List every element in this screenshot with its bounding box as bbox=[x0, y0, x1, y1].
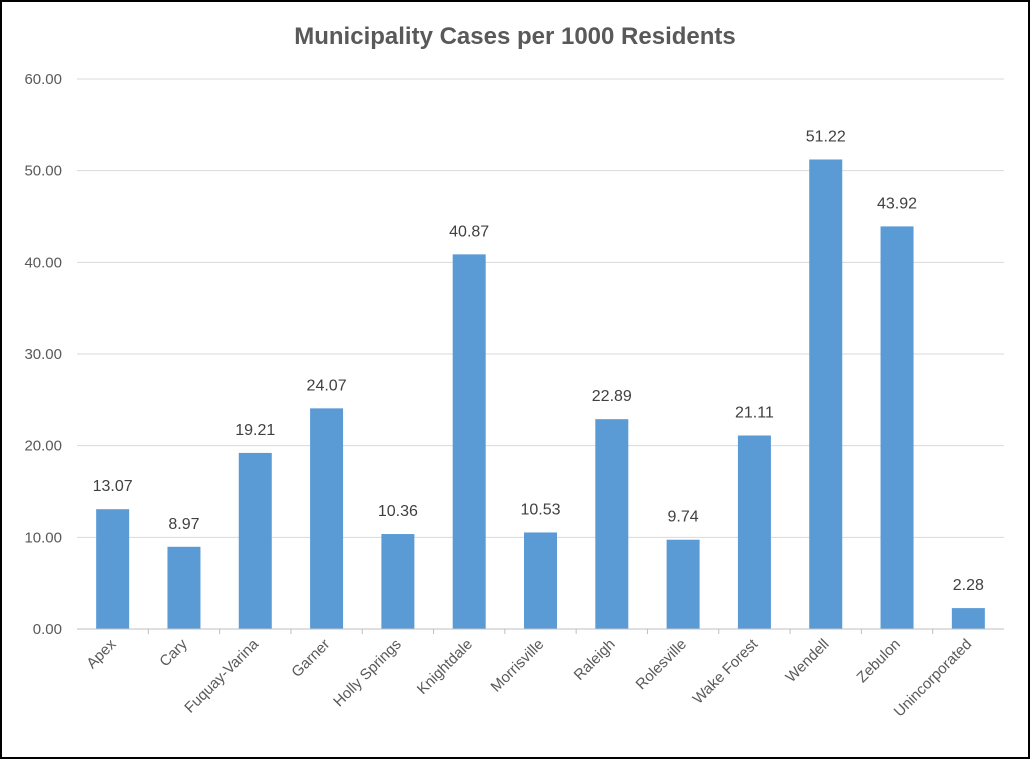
y-tick-label: 60.00 bbox=[24, 71, 62, 88]
x-tick-label: Fuquay-Varina bbox=[181, 635, 262, 716]
y-tick-label: 10.00 bbox=[24, 529, 62, 546]
x-tick-label: Holly Springs bbox=[330, 636, 405, 711]
bar-zebulon bbox=[880, 226, 914, 629]
bar-rolesville bbox=[666, 539, 700, 629]
y-tick-label: 40.00 bbox=[24, 254, 62, 271]
bar-knightdale bbox=[452, 254, 486, 629]
data-label: 21.11 bbox=[735, 404, 774, 421]
gridlines bbox=[77, 78, 1004, 538]
data-label: 9.74 bbox=[668, 509, 699, 526]
x-tick-label: Knightdale bbox=[414, 636, 476, 698]
data-label: 22.89 bbox=[592, 388, 632, 405]
data-label: 51.22 bbox=[806, 128, 846, 145]
y-tick-label: 50.00 bbox=[24, 163, 62, 180]
bar-garner bbox=[310, 408, 344, 629]
data-label: 2.28 bbox=[953, 577, 984, 594]
data-label: 8.97 bbox=[168, 516, 199, 533]
bar-wendell bbox=[809, 159, 843, 629]
bar-unincorporated bbox=[951, 608, 985, 629]
x-tick-label: Zebulon bbox=[854, 636, 904, 686]
bar-fuquay-varina bbox=[238, 452, 272, 629]
y-tick-label: 30.00 bbox=[24, 346, 62, 363]
x-tick-label: Wendell bbox=[782, 636, 832, 686]
x-tick-label: Apex bbox=[83, 635, 120, 672]
bars bbox=[96, 159, 985, 629]
y-axis-ticks: 0.00 10.00 20.00 30.00 40.00 50.00 60.00 bbox=[24, 71, 62, 638]
data-label: 10.53 bbox=[520, 501, 560, 518]
y-tick-label: 0.00 bbox=[33, 621, 62, 638]
data-label: 43.92 bbox=[877, 195, 917, 212]
data-label: 19.21 bbox=[235, 422, 275, 439]
x-tick-label: Morrisville bbox=[488, 636, 548, 696]
x-tick-label: Raleigh bbox=[571, 636, 619, 684]
x-tick-label: Cary bbox=[156, 635, 191, 670]
data-label: 24.07 bbox=[307, 377, 347, 394]
bar-cary bbox=[167, 546, 201, 629]
y-tick-label: 20.00 bbox=[24, 438, 62, 455]
bar-holly-springs bbox=[381, 534, 415, 629]
data-label: 13.07 bbox=[93, 478, 133, 495]
x-tick-label: Rolesville bbox=[633, 636, 690, 693]
bar-apex bbox=[96, 509, 130, 629]
bar-raleigh bbox=[595, 419, 629, 629]
data-label: 40.87 bbox=[449, 223, 489, 240]
x-tick-label: Wake Forest bbox=[690, 635, 762, 707]
x-tick-label: Unincorporated bbox=[891, 636, 976, 721]
bar-morrisville bbox=[524, 532, 557, 629]
data-labels: 13.07 8.97 19.21 24.07 10.36 40.87 10.53 22.89 9… bbox=[93, 128, 984, 594]
data-label: 10.36 bbox=[378, 503, 418, 520]
x-tick-label: Garner bbox=[288, 636, 333, 681]
bar-wake-forest bbox=[737, 435, 771, 629]
chart-title: Municipality Cases per 1000 Residents bbox=[294, 23, 736, 50]
